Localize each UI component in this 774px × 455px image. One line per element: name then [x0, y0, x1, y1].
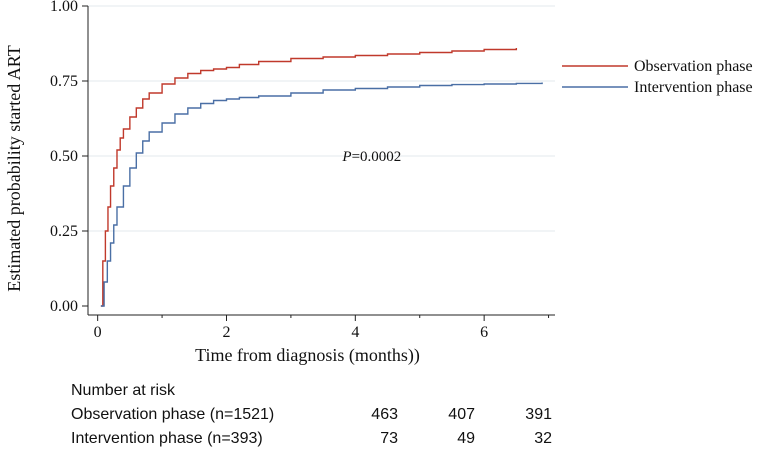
p-value-text: =0.0002 [352, 149, 402, 165]
risk-obs-value-6: 391 [525, 406, 552, 423]
y-tick-label: 1.00 [50, 0, 78, 15]
p-value-annotation: P=0.0002 [341, 149, 401, 165]
risk-row-label-observation: Observation phase (n=1521) [71, 406, 275, 423]
legend: Observation phase Intervention phase [562, 58, 753, 96]
risk-obs-value-4: 407 [448, 406, 475, 423]
risk-row-label-intervention: Intervention phase (n=393) [71, 430, 263, 447]
series-line-intervention [100, 82, 543, 307]
x-tick-label: 6 [480, 324, 488, 341]
y-tick-label: 0.00 [50, 298, 78, 315]
series-group [100, 48, 543, 307]
risk-int-value-4: 49 [457, 430, 475, 447]
grid-lines [88, 5, 555, 232]
x-tick-label: 2 [222, 324, 230, 341]
risk-int-value-6: 32 [534, 430, 552, 447]
legend-label-intervention: Intervention phase [634, 79, 753, 96]
y-tick-label: 0.25 [50, 223, 78, 240]
risk-obs-value-2: 463 [371, 406, 398, 423]
risk-int-value-2: 73 [380, 430, 398, 447]
series-line-observation [100, 48, 518, 307]
p-value-prefix: P [341, 149, 351, 165]
risk-table-title: Number at risk [71, 382, 176, 399]
y-axis-label: Estimated probability started ART [4, 45, 24, 291]
x-tick-label: 4 [351, 324, 359, 341]
x-axis-label: Time from diagnosis (months)) [195, 345, 420, 366]
legend-label-observation: Observation phase [634, 58, 753, 75]
y-tick-label: 0.75 [50, 73, 78, 90]
axes: 0.00 0.25 0.50 0.75 1.00 0 2 4 6 [50, 0, 555, 341]
y-tick-label: 0.50 [50, 148, 78, 165]
x-tick-label: 0 [94, 324, 102, 341]
